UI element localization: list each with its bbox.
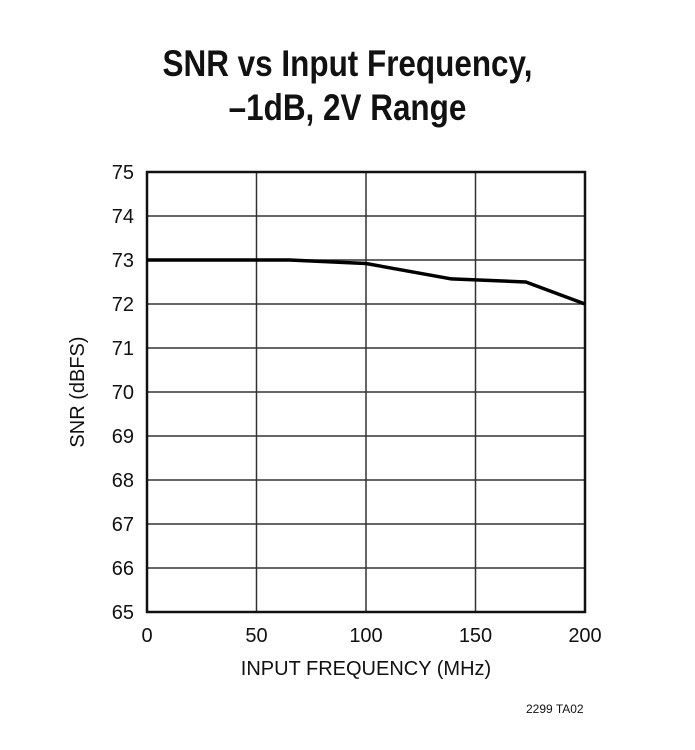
plot-frame	[145, 170, 587, 614]
chart-title: SNR vs Input Frequency, –1dB, 2V Range	[52, 42, 643, 130]
y-tick-label: 65	[112, 602, 134, 624]
x-tick-label: 0	[141, 625, 152, 647]
y-tick-label: 74	[112, 206, 134, 228]
y-tick-label: 66	[112, 558, 134, 580]
x-tick-label: 100	[349, 625, 382, 647]
y-tick-label: 72	[112, 294, 134, 316]
title-line-2: –1dB, 2V Range	[228, 87, 467, 128]
y-tick-label: 67	[112, 514, 134, 536]
y-axis-label: SNR (dBFS)	[67, 336, 89, 447]
y-tick-label: 69	[112, 426, 134, 448]
y-tick-label: 75	[112, 162, 134, 184]
figure-code: 2299 TA02	[526, 702, 584, 716]
y-tick-label: 73	[112, 250, 134, 272]
y-tick-label: 71	[112, 338, 134, 360]
y-tick-label: 70	[112, 382, 134, 404]
x-tick-label: 150	[459, 625, 492, 647]
y-tick-label: 68	[112, 470, 134, 492]
x-tick-label: 50	[245, 625, 267, 647]
x-tick-label: 200	[568, 625, 601, 647]
snr-line	[147, 258, 586, 306]
x-axis-label: INPUT FREQUENCY (MHz)	[241, 658, 491, 680]
title-line-1: SNR vs Input Frequency,	[162, 43, 533, 84]
